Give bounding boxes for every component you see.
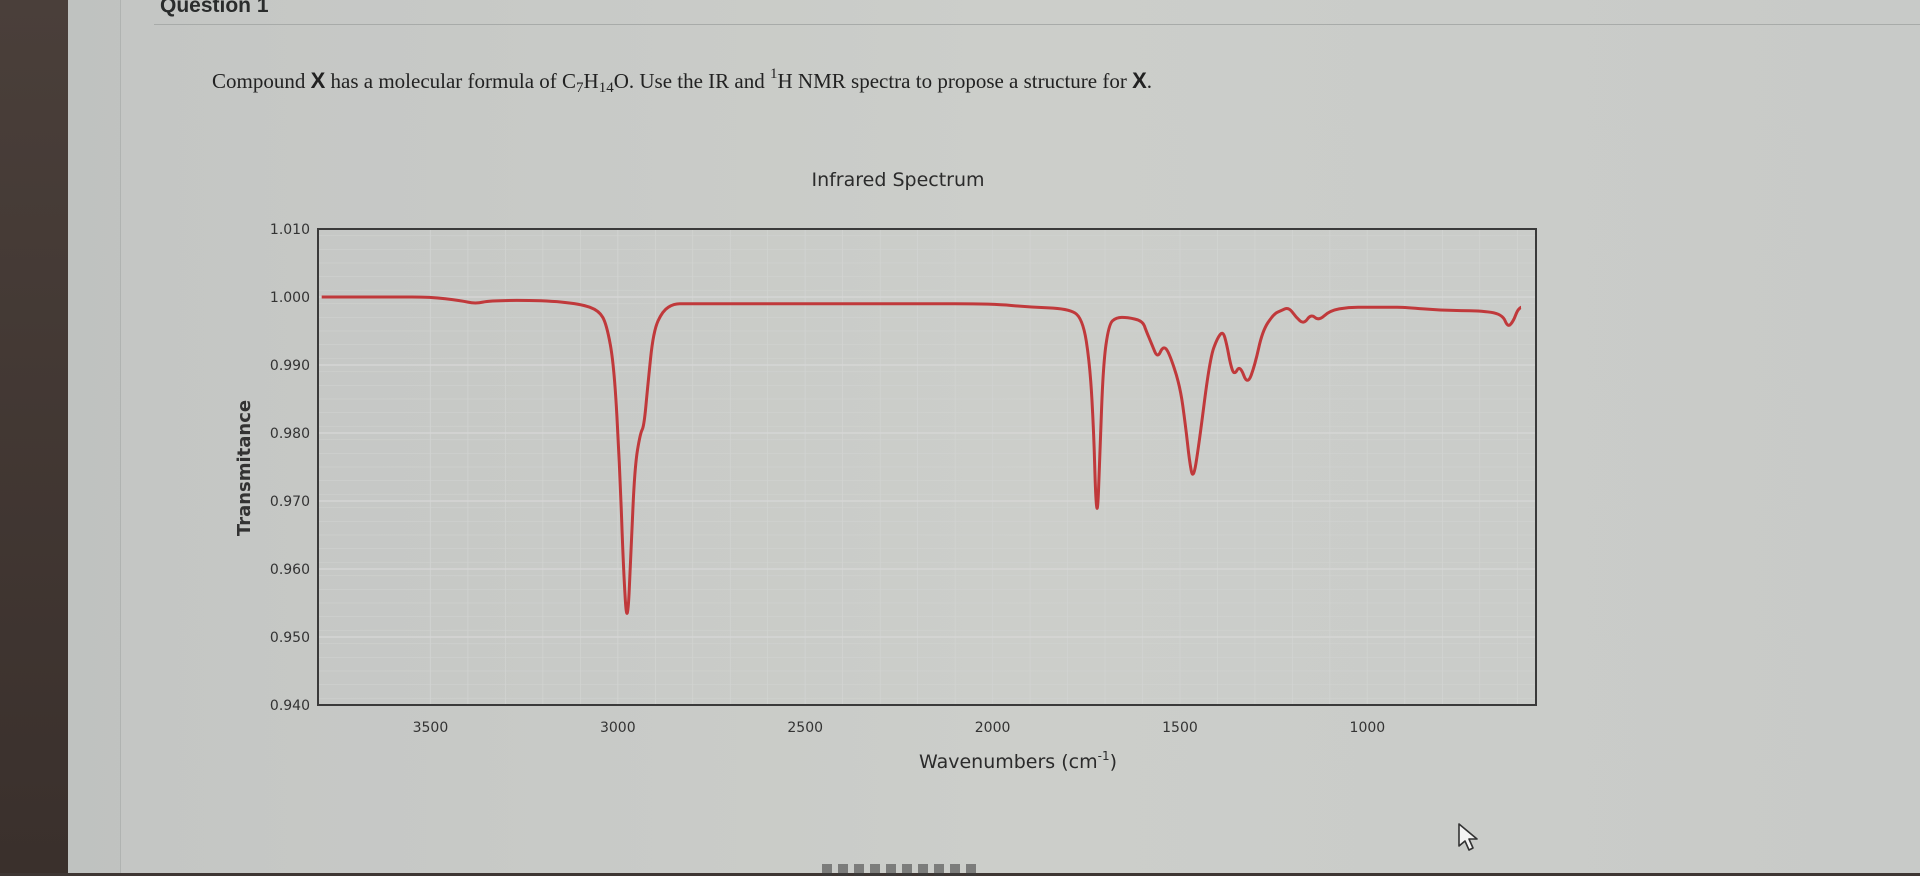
x-axis-label-superscript: -1: [1098, 749, 1110, 763]
y-axis-label: Transmitance: [234, 400, 255, 536]
y-tick-label: 0.950: [270, 630, 310, 646]
question-text-part: Compound: [212, 69, 311, 93]
superscript-nmr: 1: [770, 66, 778, 82]
y-tick-label: 0.960: [270, 562, 310, 578]
mouse-pointer-icon: [1458, 823, 1478, 851]
question-text-part: O. Use the IR and: [613, 69, 771, 93]
plot-frame: [317, 228, 1537, 706]
question-text: Compound X has a molecular formula of C7…: [212, 66, 1152, 97]
question-text-part: H NMR spectra to propose a structure for: [777, 69, 1133, 93]
y-tick-label: 0.940: [270, 698, 310, 714]
question-title: Question 1: [160, 0, 269, 17]
x-tick-label: 1500: [1162, 720, 1198, 736]
question-panel: [120, 0, 1920, 873]
y-tick-label: 0.980: [270, 426, 310, 442]
subscript-c: 7: [576, 80, 584, 96]
y-tick-label: 0.970: [270, 494, 310, 510]
y-tick-label: 0.990: [270, 358, 310, 374]
x-tick-label: 3500: [413, 720, 449, 736]
x-tick-label: 3000: [600, 720, 636, 736]
x-axis-label-close: ): [1110, 751, 1117, 773]
question-header: Question 1: [154, 0, 1920, 25]
question-text-part: has a molecular formula of C: [325, 69, 577, 93]
y-tick-label: 1.010: [270, 222, 310, 238]
x-axis-label-main: Wavenumbers (cm: [919, 751, 1098, 773]
y-tick-labels: 0.940 0.950 0.960 0.970 0.980 0.990 1.000 1.010: [270, 222, 310, 714]
x-tick-label: 2500: [787, 720, 823, 736]
chart-title: Infrared Spectrum: [811, 169, 984, 191]
y-tick-label: 1.000: [270, 290, 310, 306]
subscript-h: 14: [598, 80, 614, 96]
x-axis-label: Wavenumbers (cm-1): [919, 749, 1117, 773]
question-text-end: .: [1146, 69, 1153, 93]
left-edge-strip: [0, 0, 68, 873]
x-tick-label: 2000: [975, 720, 1011, 736]
compound-label: X: [310, 68, 326, 93]
next-section-glimpse: [822, 864, 982, 876]
x-tick-label: 1000: [1350, 720, 1386, 736]
x-tick-labels: 3500 3000 2500 2000 1500 1000: [413, 720, 1386, 736]
compound-label: X: [1132, 68, 1147, 93]
formula-h: H: [583, 69, 599, 93]
ir-spectrum-line: [321, 295, 1522, 615]
